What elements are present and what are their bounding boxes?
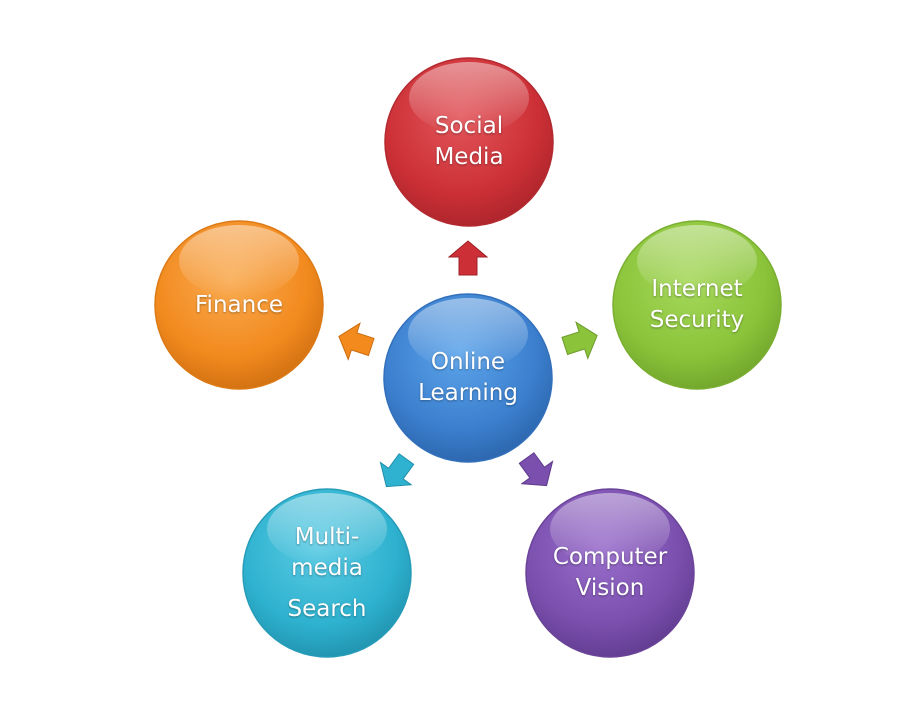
arrow-down-right-icon xyxy=(518,452,554,487)
node-multimedia-search-circle xyxy=(242,488,412,658)
node-computer-vision-circle xyxy=(525,488,695,658)
arrow-down-left-icon xyxy=(379,453,415,488)
arrow-right-icon xyxy=(561,321,598,360)
node-finance-circle xyxy=(154,220,324,390)
node-social-media-circle xyxy=(384,57,554,227)
arrow-up-icon xyxy=(447,240,489,276)
center-online-learning-circle xyxy=(383,293,553,463)
node-internet-security-circle xyxy=(612,220,782,390)
arrow-left-icon xyxy=(338,322,375,361)
